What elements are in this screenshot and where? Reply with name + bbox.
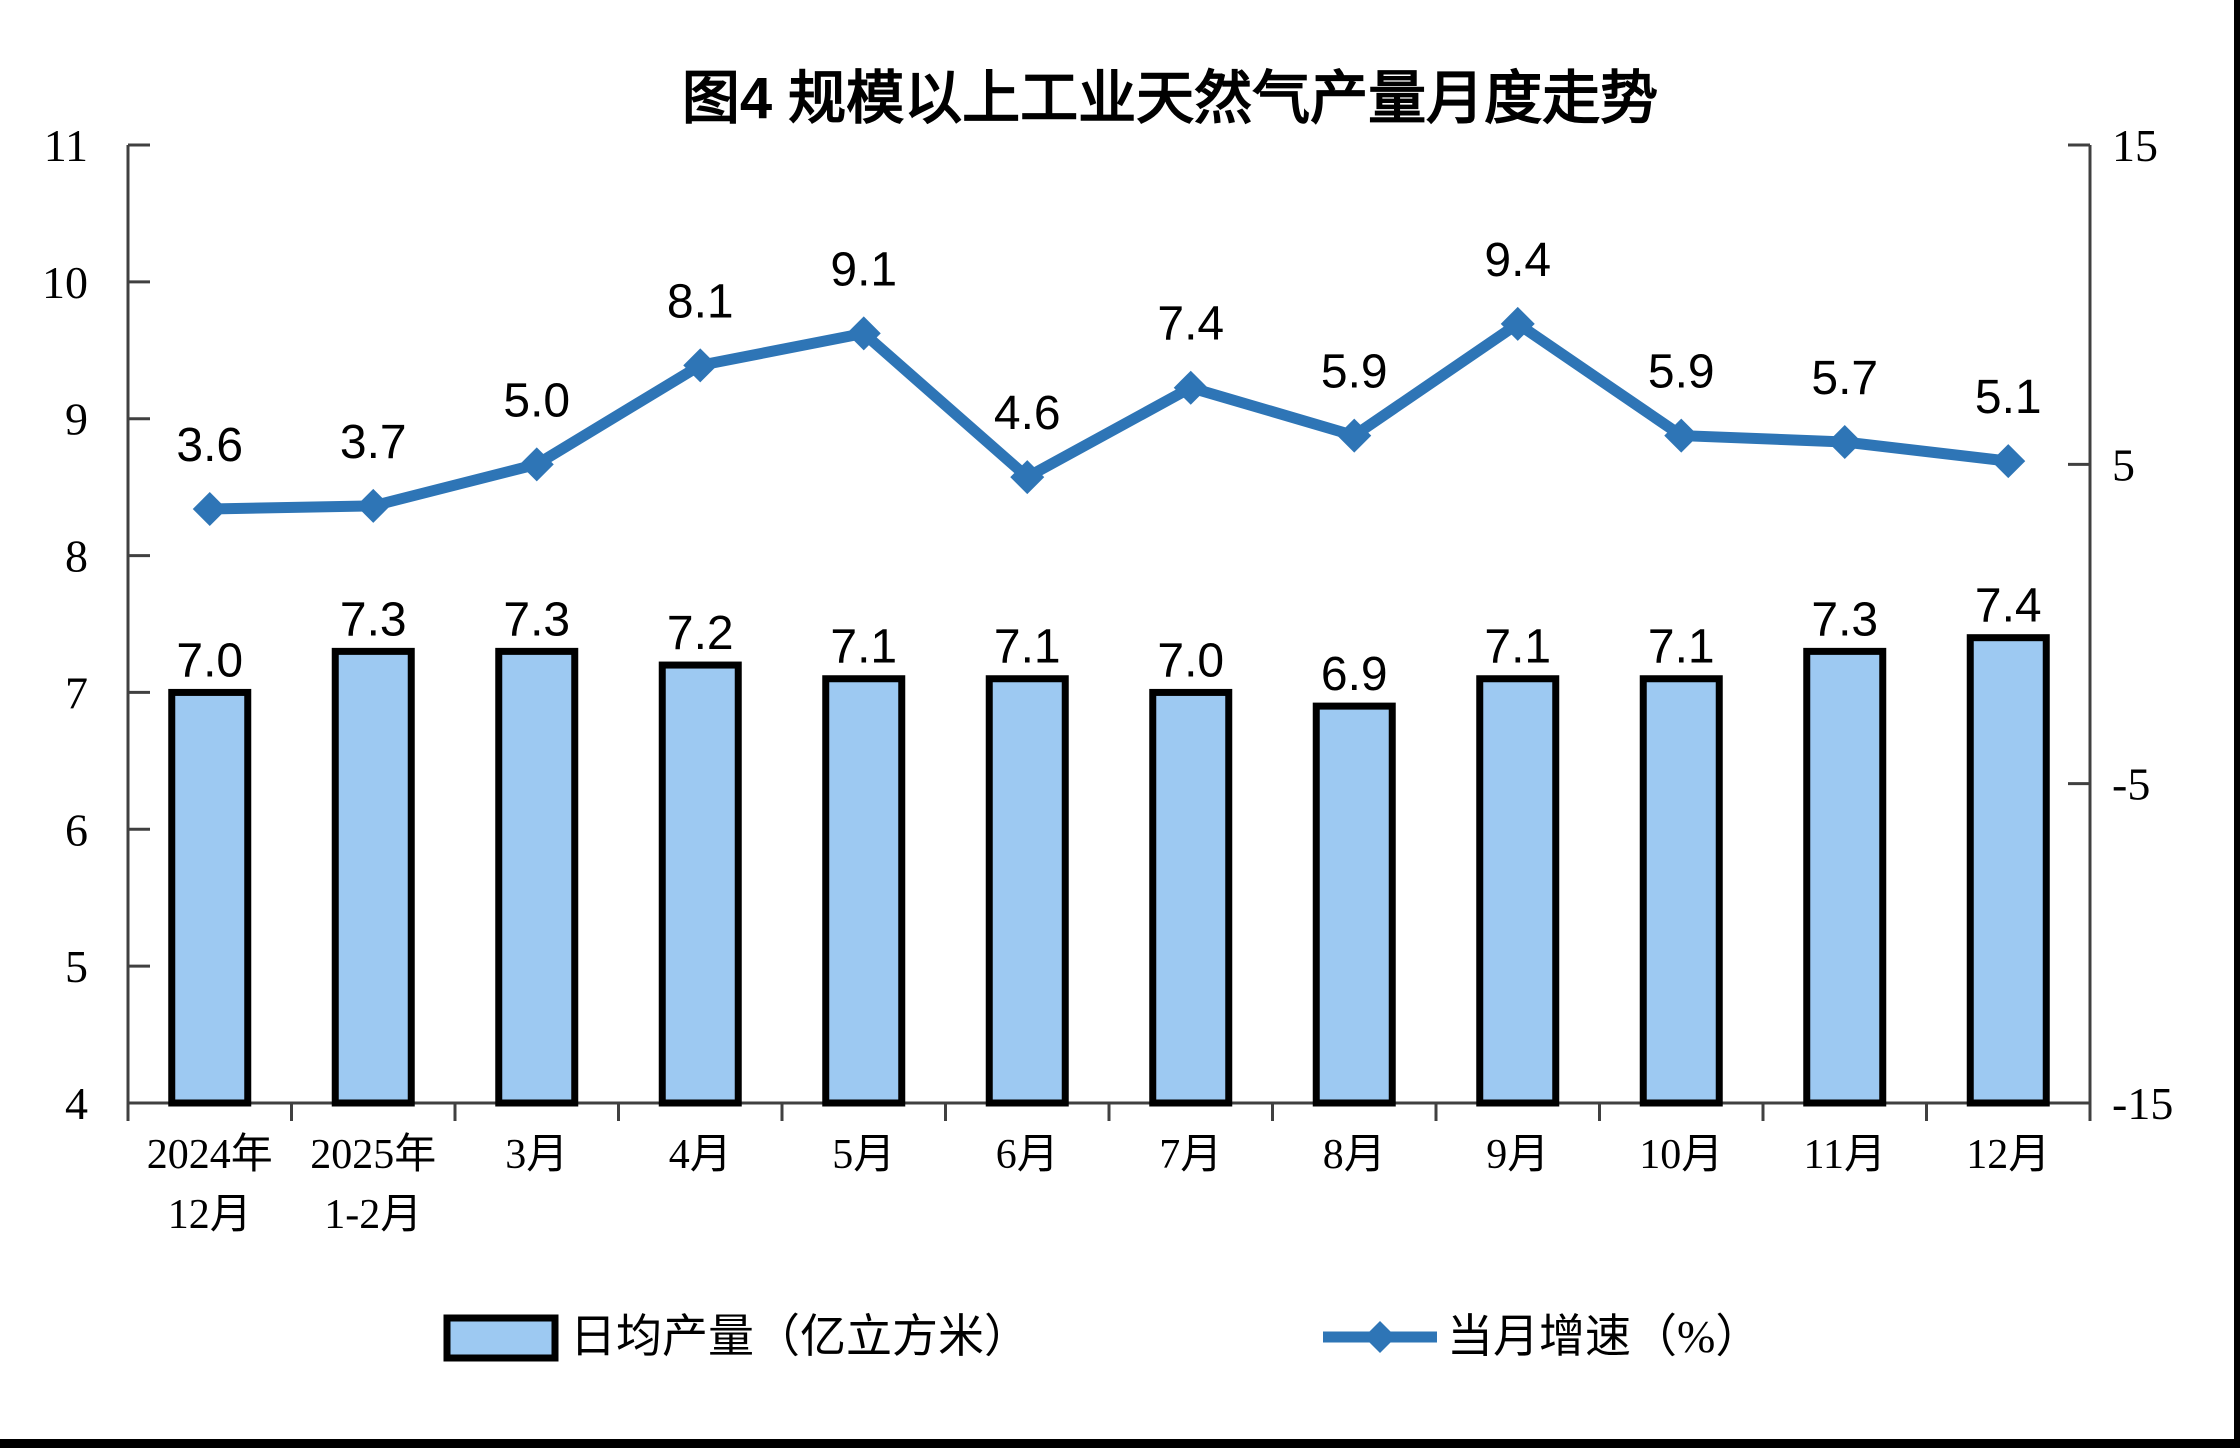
line-marker-icon <box>356 488 391 523</box>
line-marker-icon <box>1827 424 1862 459</box>
x-axis-label: 3月 <box>505 1132 568 1178</box>
bar <box>985 675 1069 1107</box>
line-marker-icon <box>1173 370 1208 405</box>
x-axis-label: 6月 <box>996 1132 1059 1178</box>
bar-value-label: 7.1 <box>830 621 897 674</box>
bar <box>658 661 742 1107</box>
x-axis-label: 2024年 <box>147 1131 273 1178</box>
line-value-label: 5.9 <box>1321 346 1388 399</box>
screenshot-bottom-border <box>0 1439 2240 1448</box>
bar-value-label: 7.0 <box>1157 634 1224 687</box>
legend-line-label: 当月增速（%） <box>1447 1311 1761 1362</box>
bar <box>1966 634 2050 1107</box>
right-axis-tick-label: -15 <box>2112 1078 2173 1129</box>
left-axis-tick-label: 7 <box>65 667 88 718</box>
line-value-label: 3.7 <box>340 416 407 469</box>
line-marker-icon <box>192 492 227 527</box>
bar <box>1149 688 1233 1107</box>
chart-title: 图4 规模以上工业天然气产量月度走势 <box>682 66 1658 131</box>
bar-value-label: 7.3 <box>1811 593 1878 646</box>
line-value-label: 5.9 <box>1648 346 1715 399</box>
left-axis-tick-label: 11 <box>44 120 88 171</box>
bar-value-label: 7.3 <box>340 593 407 646</box>
left-axis-tick-label: 4 <box>65 1078 88 1129</box>
bar-value-label: 7.1 <box>994 621 1061 674</box>
line-value-label: 4.6 <box>994 387 1061 440</box>
left-axis-tick-label: 8 <box>65 531 88 582</box>
bar <box>331 647 415 1107</box>
line-value-label: 5.1 <box>1975 371 2042 424</box>
left-axis-tick-label: 5 <box>65 941 88 992</box>
line-marker-icon <box>1500 306 1535 341</box>
bar-value-label: 7.4 <box>1975 580 2042 633</box>
line-marker-icon <box>846 316 881 351</box>
bar-value-label: 7.3 <box>503 593 570 646</box>
right-axis-tick-label: 5 <box>2112 439 2135 490</box>
screenshot-right-border <box>2234 0 2240 1448</box>
left-axis-tick-label: 9 <box>65 394 88 445</box>
bar <box>495 647 579 1107</box>
line-value-label: 5.0 <box>503 374 570 427</box>
left-axis-tick-label: 6 <box>65 804 88 855</box>
bar-value-label: 7.1 <box>1484 621 1551 674</box>
x-axis-label: 1-2月 <box>324 1192 422 1238</box>
legend-bar-swatch <box>443 1314 559 1362</box>
right-axis-tick-label: -5 <box>2112 759 2150 810</box>
line-marker-icon <box>519 447 554 482</box>
bar-value-label: 7.1 <box>1648 621 1715 674</box>
bar <box>1639 675 1723 1107</box>
x-axis-label: 8月 <box>1323 1132 1386 1178</box>
legend-bar-label: 日均产量（亿立方米） <box>570 1311 1030 1362</box>
bar <box>168 688 252 1107</box>
line-value-label: 5.7 <box>1811 352 1878 405</box>
legend-line-marker-icon <box>1364 1321 1396 1353</box>
line-marker-icon <box>1664 418 1699 453</box>
right-axis-tick-label: 15 <box>2112 120 2158 171</box>
line-marker-icon <box>683 348 718 383</box>
line-marker-icon <box>1337 418 1372 453</box>
bar <box>822 675 906 1107</box>
left-axis-tick-label: 10 <box>42 257 88 308</box>
x-axis-label: 4月 <box>669 1132 732 1178</box>
x-axis-label: 9月 <box>1486 1132 1549 1178</box>
growth-line <box>209 317 2009 515</box>
bar <box>1803 647 1887 1107</box>
line-marker-icon <box>1991 444 2026 479</box>
line-marker-icon <box>1010 460 1045 495</box>
x-axis-label: 7月 <box>1159 1132 1222 1178</box>
x-axis-label: 11月 <box>1804 1132 1886 1178</box>
line-value-label: 9.4 <box>1484 234 1551 287</box>
line-value-label: 9.1 <box>830 243 897 296</box>
line-value-label: 3.6 <box>176 419 243 472</box>
x-axis-label: 5月 <box>832 1132 895 1178</box>
line-value-label: 8.1 <box>667 275 734 328</box>
bar <box>1476 675 1560 1107</box>
x-axis-label: 12月 <box>1966 1132 2050 1178</box>
bar-value-label: 6.9 <box>1321 648 1388 701</box>
bar-value-label: 7.0 <box>176 634 243 687</box>
x-axis-label: 12月 <box>168 1192 252 1238</box>
legend: 日均产量（亿立方米） 当月增速（%） <box>443 1311 1761 1362</box>
x-axis-label: 2025年 <box>310 1131 436 1178</box>
x-axis-label: 10月 <box>1639 1132 1723 1178</box>
bar <box>1312 702 1396 1107</box>
plot-area: 4 5 6 7 8 9 10 11 -15 -5 5 15 2024年 12月 2025年 1-2月 3月 4月 5… <box>42 120 2173 1238</box>
line-value-label: 7.4 <box>1157 298 1224 351</box>
bar-value-label: 7.2 <box>667 607 734 660</box>
